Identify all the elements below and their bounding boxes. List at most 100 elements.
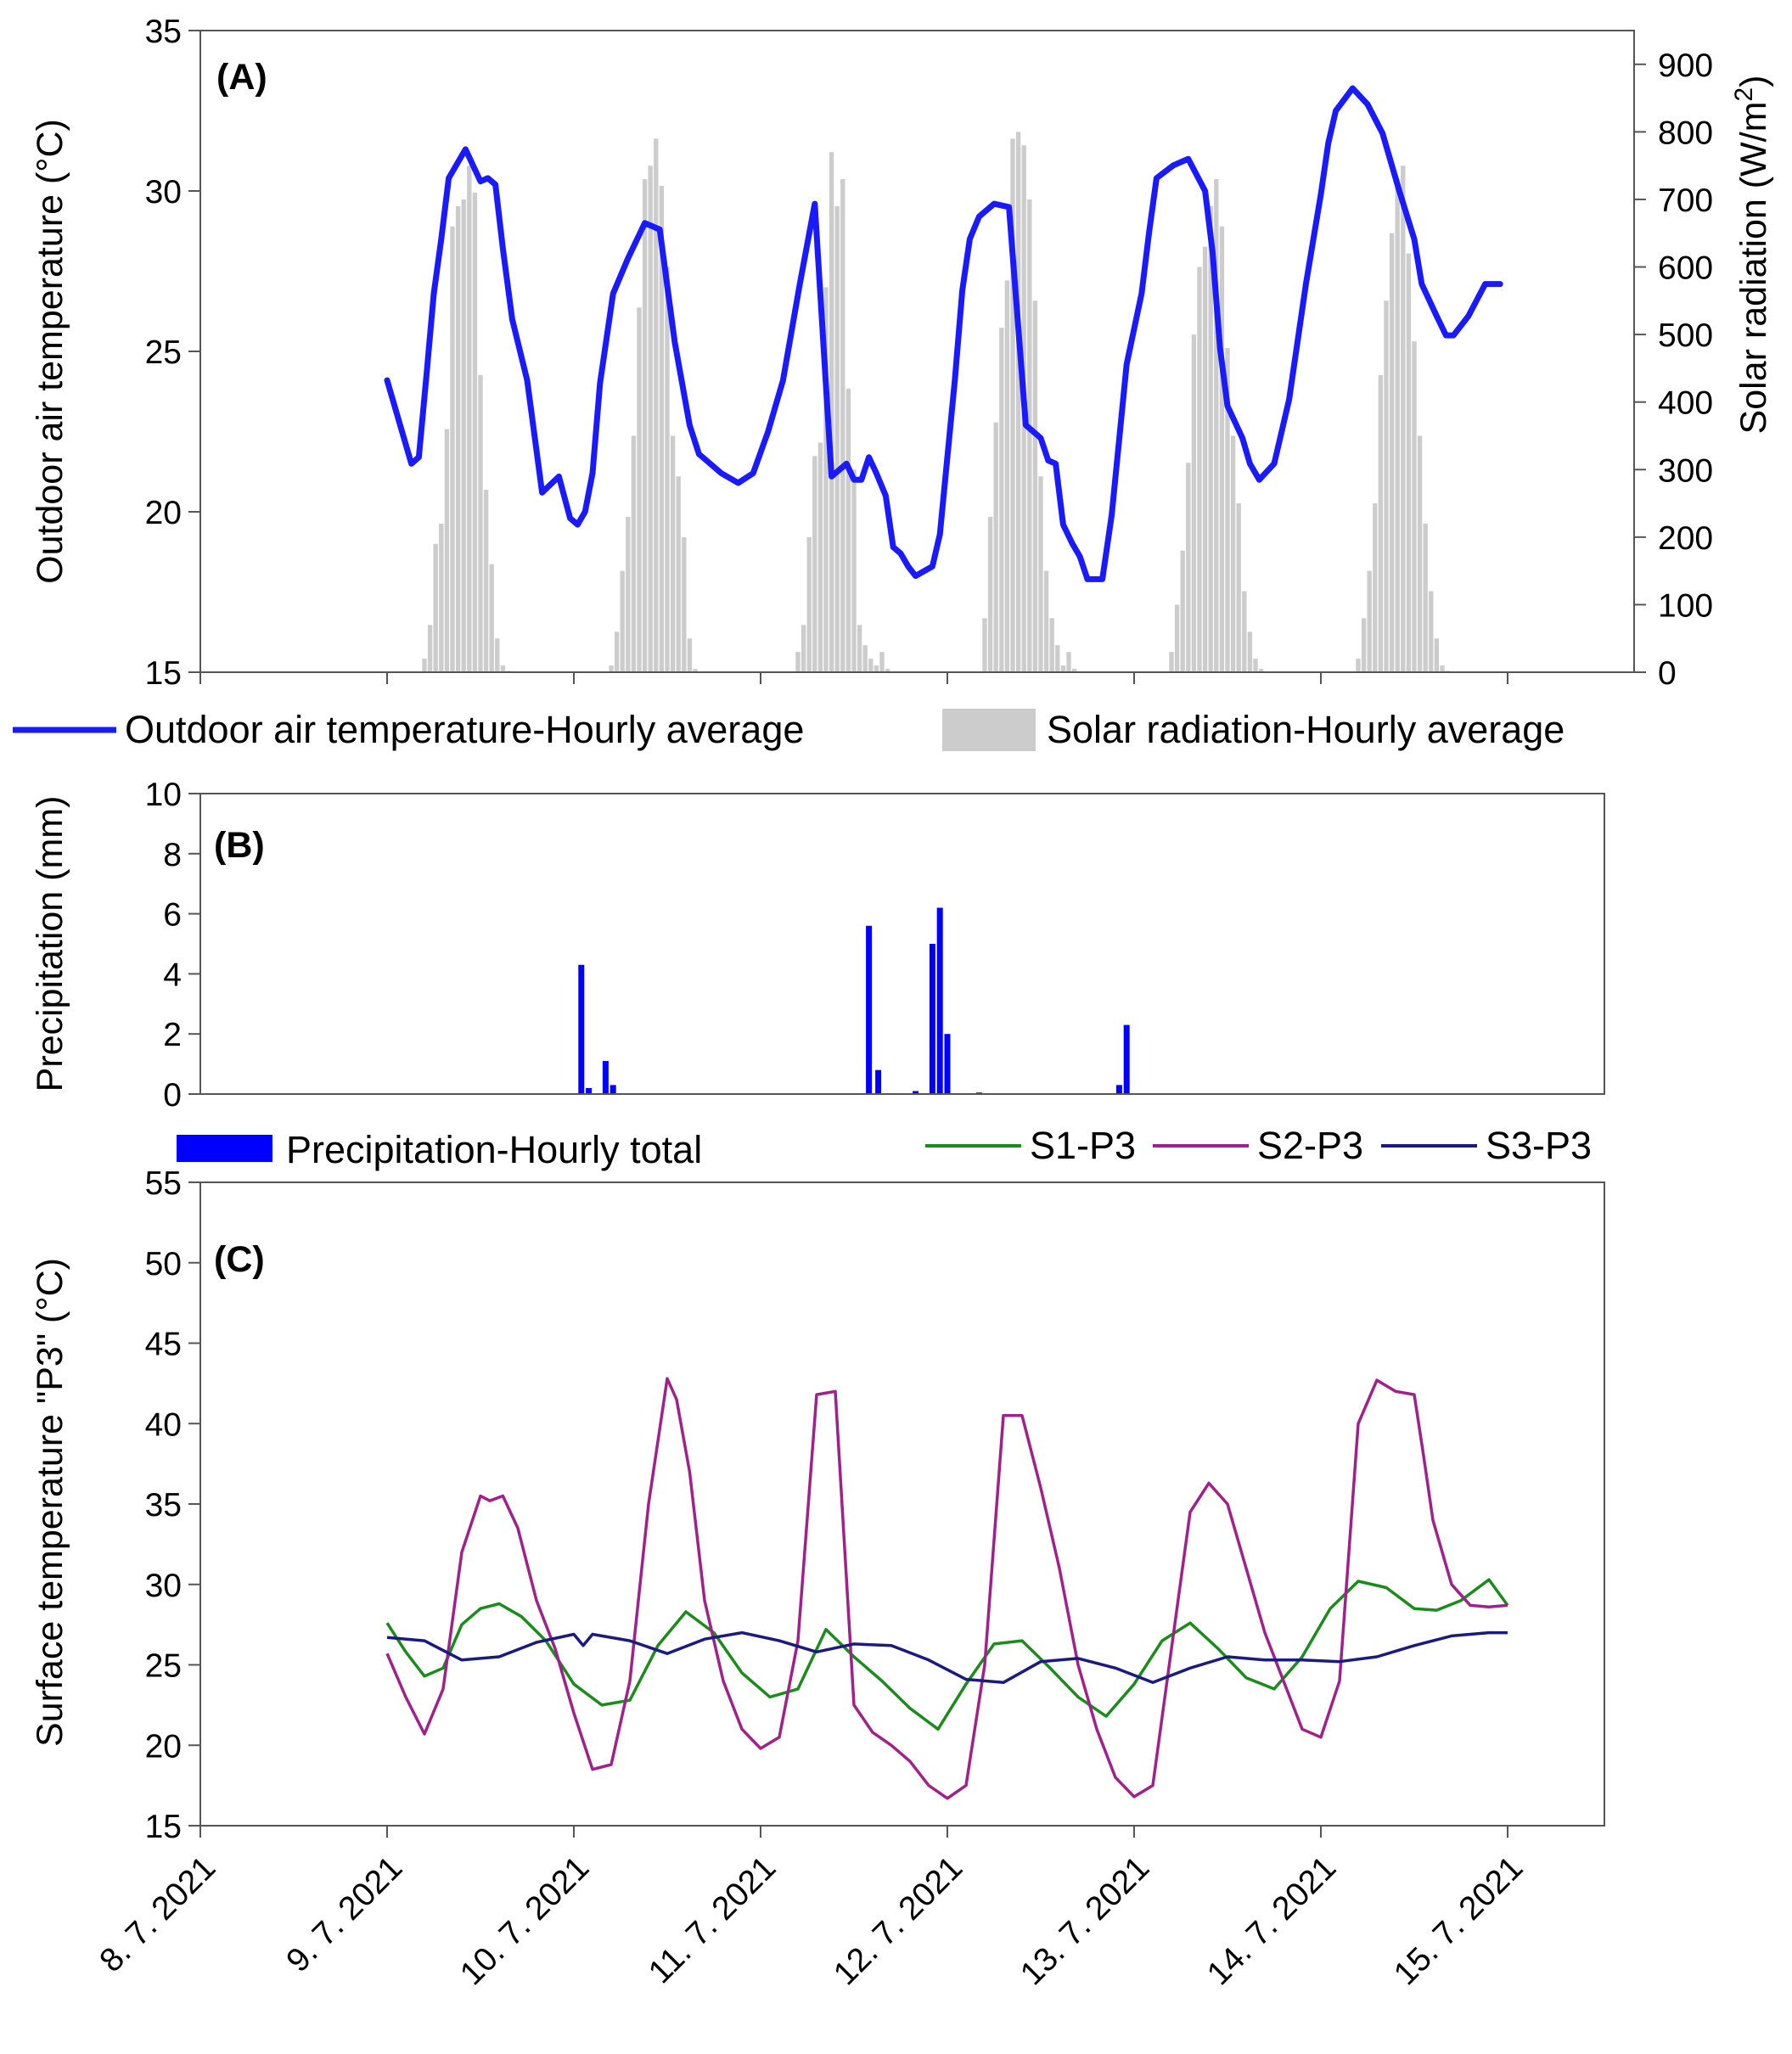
solar-radiation-bar — [1412, 341, 1417, 672]
solar-radiation-bar — [1253, 659, 1258, 672]
solar-radiation-bar — [1010, 138, 1015, 673]
solar-radiation-bar — [1202, 246, 1208, 672]
solar-radiation-bar — [676, 476, 681, 672]
solar-radiation-bar — [614, 631, 620, 672]
solar-radiation-bar — [467, 166, 472, 672]
precipitation-bar — [866, 925, 873, 1094]
y-tick-label: 50 — [145, 1246, 182, 1282]
solar-radiation-bar — [495, 638, 500, 672]
precipitation-bar — [944, 1034, 951, 1094]
precipitation-bar — [1115, 1085, 1122, 1094]
solar-radiation-bar — [427, 625, 433, 672]
solar-radiation-bar — [1384, 300, 1389, 672]
x-tick-label: 11. 7. 2021 — [642, 1849, 783, 1990]
solar-radiation-bar — [1197, 267, 1202, 672]
solar-radiation-bar — [1043, 570, 1049, 672]
solar-radiation-bar — [439, 523, 444, 672]
solar-radiation-bar — [478, 374, 483, 672]
solar-radiation-bar — [444, 429, 450, 672]
solar-radiation-bar — [631, 435, 637, 672]
solar-radiation-bar — [1434, 638, 1440, 672]
solar-radiation-bar — [834, 205, 840, 672]
panel-a-y-axis-title: Outdoor air temperature (°C) — [30, 119, 70, 584]
solar-radiation-bar — [1378, 374, 1384, 672]
solar-radiation-bar — [1191, 334, 1197, 672]
solar-radiation-bar — [1361, 618, 1367, 672]
y-tick-label: 30 — [145, 1568, 182, 1604]
y-tick-label: 35 — [145, 1487, 182, 1524]
solar-radiation-bar — [1236, 503, 1241, 672]
solar-radiation-bar — [1214, 179, 1219, 673]
x-tick-label: 9. 7. 2021 — [279, 1849, 409, 1979]
x-tick-label: 12. 7. 2021 — [827, 1849, 969, 1992]
solar-radiation-bar — [665, 267, 670, 672]
solar-radiation-bar — [642, 179, 648, 673]
y-tick-label: 45 — [145, 1327, 182, 1363]
solar-radiation-bar — [1060, 665, 1066, 672]
solar-radiation-bar — [1004, 280, 1010, 672]
panel-b-frame — [199, 793, 1605, 1095]
solar-radiation-bar — [659, 186, 665, 672]
solar-radiation-bar — [879, 652, 885, 672]
solar-radiation-bar — [1208, 205, 1213, 672]
solar-radiation-bar — [982, 618, 987, 672]
legend-air-temperature-label: Outdoor air temperature-Hourly average — [125, 708, 804, 751]
x-tick-label: 8. 7. 2021 — [93, 1849, 222, 1979]
solar-radiation-bar — [1395, 179, 1400, 673]
x-tick-label: 13. 7. 2021 — [1014, 1849, 1156, 1992]
y-tick-label: 40 — [145, 1406, 182, 1443]
legend-precipitation-swatch — [177, 1135, 272, 1162]
solar-radiation-bar — [1049, 618, 1054, 672]
legend-s2-label: S2-P3 — [1257, 1124, 1363, 1167]
solar-radiation-bar — [823, 287, 829, 672]
solar-radiation-bar — [993, 422, 998, 672]
solar-radiation-bar — [1038, 476, 1043, 672]
y2-tick-label: 600 — [1658, 250, 1713, 287]
solar-radiation-bar — [1230, 435, 1236, 672]
solar-radiation-bar — [829, 152, 834, 672]
solar-radiation-bar — [687, 638, 693, 672]
solar-radiation-bar — [1169, 652, 1174, 672]
solar-radiation-bar — [857, 625, 862, 672]
solar-radiation-bar — [637, 307, 642, 672]
air-temperature-line — [384, 85, 1503, 582]
solar-radiation-bar — [1258, 669, 1264, 672]
solar-radiation-bar — [1071, 669, 1077, 672]
legend-precipitation-label: Precipitation-Hourly total — [286, 1128, 702, 1171]
solar-radiation-bar — [885, 669, 890, 672]
panel-c-y-axis-title: Surface temperature "P3" (°C) — [30, 1258, 70, 1747]
s1-p3-line — [385, 1578, 1509, 1731]
y-tick-label: 30 — [145, 174, 182, 210]
solar-radiation-bar — [795, 652, 801, 672]
y-tick-label: 8 — [163, 837, 182, 873]
solar-radiation-bar — [1429, 591, 1434, 672]
solar-radiation-bar — [626, 516, 631, 672]
panel-c-frame — [199, 1181, 1605, 1827]
solar-radiation-bar — [461, 199, 466, 672]
y-tick-label: 20 — [145, 495, 182, 531]
y-tick-label: 35 — [145, 14, 182, 50]
precipitation-bar — [586, 1087, 593, 1094]
precipitation-bar — [578, 964, 585, 1094]
solar-radiation-bar — [812, 456, 817, 672]
panel-c-y-ticks: 15 20 25 30 35 40 45 50 55 — [145, 1165, 200, 1845]
panel-a-label: (A) — [216, 57, 267, 98]
x-tick-label: 14. 7. 2021 — [1200, 1849, 1343, 1992]
solar-radiation-bar — [1242, 591, 1247, 672]
surface-temperature-lines — [385, 1377, 1509, 1800]
solar-radiation-bar — [1367, 570, 1372, 672]
solar-radiation-bar — [1032, 300, 1038, 672]
solar-radiation-bar — [433, 543, 438, 672]
solar-radiation-bar — [868, 659, 874, 672]
y2-tick-label: 100 — [1658, 587, 1713, 624]
precipitation-bar — [610, 1085, 616, 1094]
legend-solar-radiation-label: Solar radiation-Hourly average — [1047, 708, 1564, 751]
solar-radiation-bar — [620, 570, 625, 672]
y-tick-label: 25 — [145, 334, 182, 371]
y2-tick-label: 300 — [1658, 452, 1713, 489]
solar-radiation-bar — [1174, 604, 1180, 672]
solar-radiation-bar — [840, 179, 845, 673]
solar-radiation-bar — [483, 490, 489, 672]
